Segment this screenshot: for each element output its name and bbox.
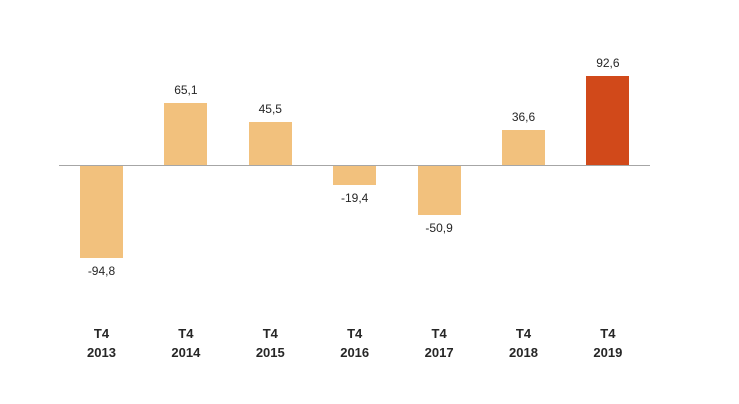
bar-2019 bbox=[586, 76, 630, 166]
value-label-2018: 36,6 bbox=[511, 110, 536, 125]
category-year: 2013 bbox=[87, 345, 116, 360]
value-label-2014: 65,1 bbox=[174, 82, 198, 97]
category-quarter: T4 bbox=[262, 326, 278, 341]
value-label-2013: -94,8 bbox=[87, 263, 116, 278]
bar-2013 bbox=[80, 166, 123, 258]
category-quarter: T4 bbox=[93, 326, 110, 341]
category-label-2015: T4 2015 bbox=[230, 324, 310, 362]
category-label-2019: T4 2019 bbox=[568, 324, 648, 362]
category-year: 2018 bbox=[509, 345, 538, 360]
category-label-2018: T4 2018 bbox=[484, 324, 564, 362]
category-quarter: T4 bbox=[600, 326, 616, 341]
category-quarter: T4 bbox=[347, 326, 363, 341]
category-label-2017: T4 2017 bbox=[399, 324, 479, 362]
value-label-2015: 45,5 bbox=[258, 101, 282, 116]
zero-axis-line bbox=[59, 165, 650, 167]
category-quarter: T4 bbox=[178, 326, 194, 341]
category-label-2013: T4 2013 bbox=[62, 324, 142, 362]
bar-2017 bbox=[417, 166, 461, 216]
bar-2016 bbox=[333, 166, 377, 185]
category-year: 2016 bbox=[340, 345, 370, 360]
category-year: 2015 bbox=[255, 345, 285, 360]
category-quarter: T4 bbox=[431, 326, 447, 341]
category-quarter: T4 bbox=[515, 326, 532, 341]
category-label-2016: T4 2016 bbox=[315, 324, 395, 362]
value-label-2016: -19,4 bbox=[341, 190, 369, 205]
category-year: 2019 bbox=[593, 345, 623, 360]
value-label-2017: -50,9 bbox=[425, 221, 453, 236]
category-year: 2017 bbox=[424, 345, 454, 360]
category-year: 2014 bbox=[171, 345, 201, 360]
bar-2015 bbox=[248, 121, 292, 166]
category-label-2014: T4 2014 bbox=[146, 324, 226, 362]
value-label-2019: 92,6 bbox=[596, 56, 620, 71]
bar-2014 bbox=[164, 102, 208, 166]
bar-2018 bbox=[502, 130, 545, 166]
